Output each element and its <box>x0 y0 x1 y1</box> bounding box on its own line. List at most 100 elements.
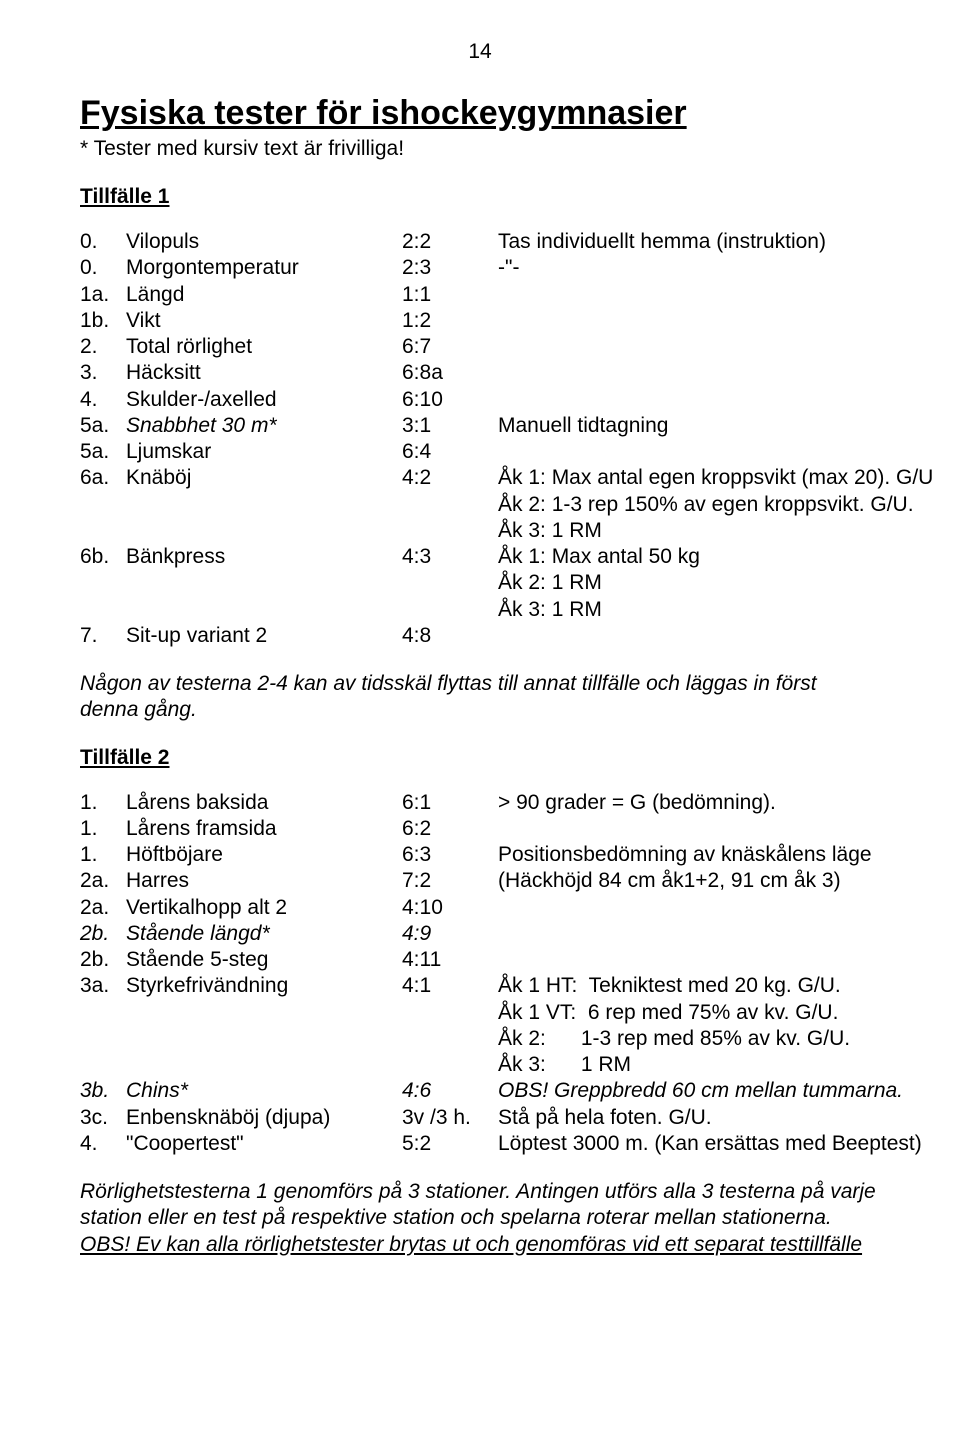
row-name: "Coopertest" <box>126 1131 402 1157</box>
row-ref: 6:1 <box>402 790 498 816</box>
row-number: 2a. <box>80 895 126 921</box>
table-row: 6a.Knäböj4:2Åk 1: Max antal egen kroppsv… <box>80 465 880 491</box>
row-number: 2. <box>80 334 126 360</box>
row-number <box>80 518 126 544</box>
row-name: Vilopuls <box>126 229 402 255</box>
row-desc <box>498 816 880 842</box>
table-row: 2b.Stående längd*4:9 <box>80 921 880 947</box>
row-desc <box>498 334 880 360</box>
row-name: Knäböj <box>126 465 402 491</box>
row-number: 3b. <box>80 1078 126 1104</box>
row-desc <box>498 439 880 465</box>
page-number: 14 <box>80 40 880 64</box>
row-number: 5a. <box>80 413 126 439</box>
row-desc: Åk 3: 1 RM <box>498 1052 880 1078</box>
row-name: Morgontemperatur <box>126 255 402 281</box>
row-number: 4. <box>80 1131 126 1157</box>
row-ref: 4:1 <box>402 973 498 999</box>
table-row: 6b.Bänkpress4:3Åk 1: Max antal 50 kg <box>80 544 880 570</box>
table-row: Åk 3: 1 RM <box>80 597 880 623</box>
row-ref: 4:3 <box>402 544 498 570</box>
row-ref: 6:8a <box>402 360 498 386</box>
table-row: Åk 2: 1 RM <box>80 570 880 596</box>
row-desc <box>498 921 880 947</box>
row-name: Häcksitt <box>126 360 402 386</box>
row-name: Sit-up variant 2 <box>126 623 402 649</box>
row-number <box>80 1052 126 1078</box>
row-number <box>80 1000 126 1026</box>
row-number <box>80 492 126 518</box>
row-number: 1. <box>80 790 126 816</box>
row-ref <box>402 1000 498 1026</box>
section2-heading: Tillfälle 2 <box>80 746 880 770</box>
row-number <box>80 1026 126 1052</box>
table-row: 3c.Enbensknäböj (djupa)3v /3 h.Stå på he… <box>80 1105 880 1131</box>
row-ref: 1:2 <box>402 308 498 334</box>
row-name: Total rörlighet <box>126 334 402 360</box>
row-desc: OBS! Greppbredd 60 cm mellan tummarna. <box>498 1078 903 1104</box>
row-ref: 4:8 <box>402 623 498 649</box>
row-name: Längd <box>126 282 402 308</box>
table-row: Åk 2: 1-3 rep med 85% av kv. G/U. <box>80 1026 880 1052</box>
table-row: 1a.Längd1:1 <box>80 282 880 308</box>
row-ref <box>402 1026 498 1052</box>
row-name <box>126 1052 402 1078</box>
table-row: 4.Skulder-/axelled6:10 <box>80 387 880 413</box>
row-desc: Åk 3: 1 RM <box>498 518 880 544</box>
row-ref: 4:2 <box>402 465 498 491</box>
footer-obs: OBS! Ev kan alla rörlighetstester brytas… <box>80 1232 880 1258</box>
row-name: Harres <box>126 868 402 894</box>
row-name: Styrkefrivändning <box>126 973 402 999</box>
row-number: 6a. <box>80 465 126 491</box>
row-name <box>126 1026 402 1052</box>
row-name: Höftböjare <box>126 842 402 868</box>
row-desc <box>498 895 880 921</box>
row-desc <box>498 282 880 308</box>
row-ref <box>402 1052 498 1078</box>
document-page: 14 Fysiska tester för ishockeygymnasier … <box>0 0 960 1438</box>
row-ref <box>402 518 498 544</box>
row-ref: 4:11 <box>402 947 498 973</box>
row-number: 3c. <box>80 1105 126 1131</box>
row-ref: 2:3 <box>402 255 498 281</box>
table-row: 4."Coopertest"5:2Löptest 3000 m. (Kan er… <box>80 1131 880 1157</box>
row-desc <box>498 308 880 334</box>
row-desc: Åk 1: Max antal 50 kg <box>498 544 880 570</box>
row-ref: 1:1 <box>402 282 498 308</box>
row-desc: Manuell tidtagning <box>498 413 880 439</box>
row-ref: 6:2 <box>402 816 498 842</box>
section1-note: Någon av testerna 2-4 kan av tidsskäl fl… <box>80 671 880 724</box>
row-number: 1. <box>80 816 126 842</box>
table-row: 3a.Styrkefrivändning4:1Åk 1 HT: Teknikte… <box>80 973 880 999</box>
row-desc: Åk 2: 1 RM <box>498 570 880 596</box>
row-name: Enbensknäböj (djupa) <box>126 1105 402 1131</box>
table-row: 1.Höftböjare6:3Positionsbedömning av knä… <box>80 842 880 868</box>
row-desc: Åk 1 HT: Tekniktest med 20 kg. G/U. <box>498 973 880 999</box>
row-number: 0. <box>80 255 126 281</box>
row-number: 4. <box>80 387 126 413</box>
row-number: 2a. <box>80 868 126 894</box>
row-number: 0. <box>80 229 126 255</box>
row-number: 2b. <box>80 947 126 973</box>
table-row: 5a.Ljumskar6:4 <box>80 439 880 465</box>
row-ref: 6:7 <box>402 334 498 360</box>
row-desc <box>498 360 880 386</box>
row-desc: (Häckhöjd 84 cm åk1+2, 91 cm åk 3) <box>498 868 880 894</box>
table-row: 2a.Harres7:2(Häckhöjd 84 cm åk1+2, 91 cm… <box>80 868 880 894</box>
row-name: Chins* <box>126 1078 402 1104</box>
row-desc <box>498 947 880 973</box>
row-ref: 3:1 <box>402 413 498 439</box>
row-ref: 6:4 <box>402 439 498 465</box>
row-ref: 4:9 <box>402 921 498 947</box>
row-number: 7. <box>80 623 126 649</box>
row-ref <box>402 597 498 623</box>
row-desc: Åk 2: 1-3 rep med 85% av kv. G/U. <box>498 1026 880 1052</box>
row-number: 1b. <box>80 308 126 334</box>
table-row: 0.Vilopuls2:2Tas individuellt hemma (ins… <box>80 229 880 255</box>
row-number: 1a. <box>80 282 126 308</box>
row-name <box>126 597 402 623</box>
row-number: 6b. <box>80 544 126 570</box>
footer-note: Rörlighetstesterna 1 genomförs på 3 stat… <box>80 1179 880 1232</box>
row-ref: 4:6 <box>402 1078 498 1104</box>
section1-heading: Tillfälle 1 <box>80 185 880 209</box>
